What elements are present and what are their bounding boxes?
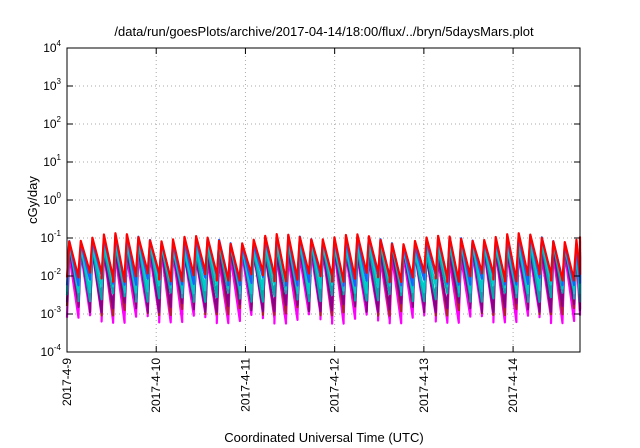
x-tick-label: 2017-4-14	[506, 358, 520, 413]
series-layer	[65, 232, 582, 325]
x-tick-label: 2017-4-13	[417, 358, 431, 413]
x-axis-title: Coordinated Universal Time (UTC)	[224, 430, 423, 445]
y-tick-label: 10-1	[41, 229, 62, 245]
y-tick-label: 101	[43, 153, 61, 169]
grid	[67, 48, 580, 352]
chart-title: /data/run/goesPlots/archive/2017-04-14/1…	[114, 24, 534, 39]
y-tick-label: 100	[43, 191, 61, 207]
series-line	[65, 232, 582, 283]
y-axis-title: cGy/day	[25, 176, 40, 224]
x-tick-label: 2017-4-9	[60, 358, 74, 406]
x-tick-label: 2017-4-12	[328, 358, 342, 413]
x-tick-label: 2017-4-10	[149, 358, 163, 413]
y-tick-label: 103	[43, 77, 61, 93]
axes: 10-4 10-3 10-2 10-1 100 101 102 103 104 2017-4-9 2…	[41, 39, 580, 413]
x-tick-label: 2017-4-11	[238, 358, 252, 412]
y-tick-label: 10-4	[41, 343, 62, 359]
y-tick-label: 102	[43, 115, 61, 131]
y-tick-label: 104	[43, 39, 61, 55]
y-tick-label: 10-3	[41, 305, 62, 321]
y-tick-label: 10-2	[41, 267, 62, 283]
